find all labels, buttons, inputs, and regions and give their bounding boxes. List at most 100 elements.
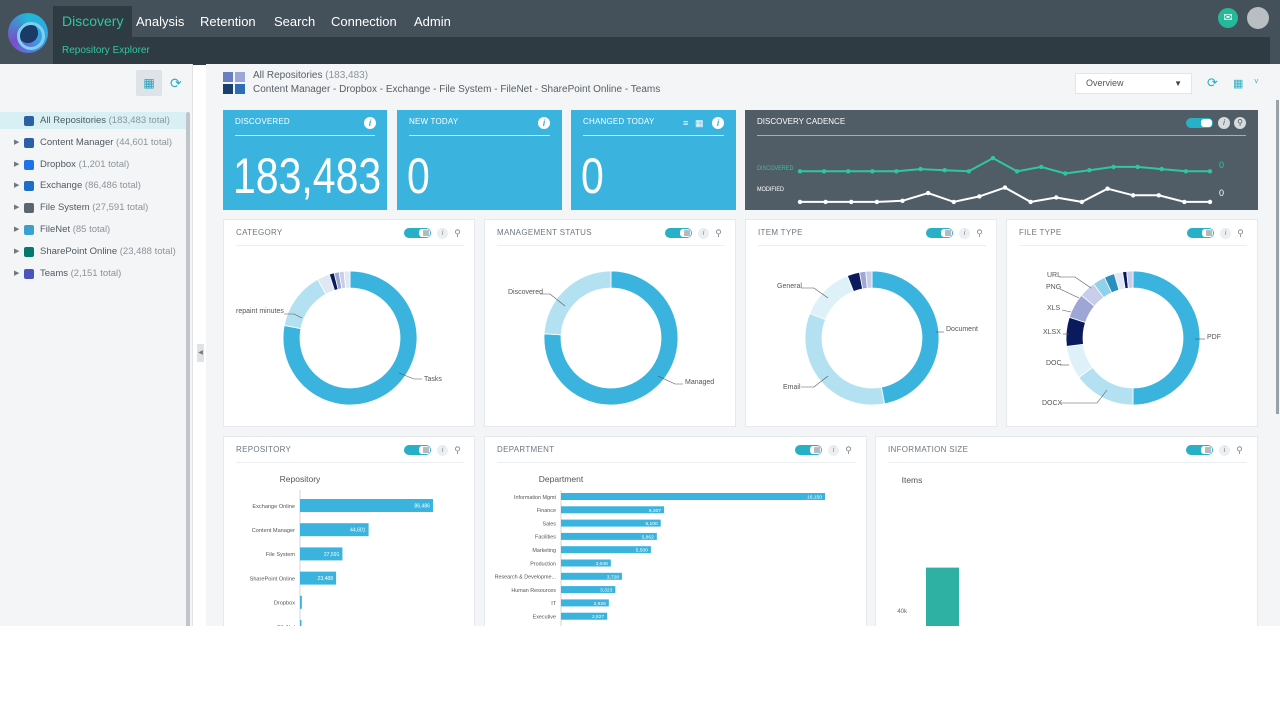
- info-icon[interactable]: i: [712, 117, 724, 129]
- view-toggle[interactable]: [795, 445, 822, 455]
- tree-item[interactable]: ▶ Content Manager (44,601 total): [0, 134, 186, 151]
- chat-icon[interactable]: ✉: [1218, 8, 1238, 28]
- category-label: SharePoint Online: [250, 576, 295, 582]
- divider: [236, 462, 464, 463]
- app-logo-icon[interactable]: [8, 13, 48, 53]
- slice-label: repaint minutes: [236, 308, 284, 315]
- tree-item[interactable]: ▶ Dropbox (1,201 total): [0, 156, 186, 173]
- search-icon[interactable]: ⚲: [715, 228, 722, 238]
- view-toggle[interactable]: [404, 228, 431, 238]
- search-icon[interactable]: ⚲: [976, 228, 983, 238]
- search-icon[interactable]: ⚲: [1236, 445, 1243, 455]
- info-icon[interactable]: i: [538, 117, 550, 129]
- data-label: 2,827: [592, 614, 605, 620]
- search-icon[interactable]: ⚲: [454, 445, 461, 455]
- sparkline-point: [951, 199, 956, 205]
- category-label: Research & Developme...: [495, 575, 556, 581]
- info-icon[interactable]: i: [437, 445, 448, 456]
- sparkline-point: [990, 155, 996, 161]
- grid-view-icon[interactable]: ▦: [1204, 445, 1212, 454]
- tree-item[interactable]: ▶ Teams (2,151 total): [0, 265, 186, 282]
- chart-title: Items: [902, 475, 923, 485]
- tile-changed-today-value: 0: [581, 148, 604, 204]
- avatar[interactable]: [1247, 7, 1269, 29]
- info-icon[interactable]: i: [1220, 228, 1231, 239]
- dropbox-icon: [24, 159, 34, 170]
- sparkline-point: [900, 198, 905, 203]
- search-icon[interactable]: ⚲: [845, 445, 852, 455]
- grid-view-icon[interactable]: ▦: [944, 228, 952, 237]
- nav-search[interactable]: Search: [274, 14, 316, 29]
- grid-view-icon[interactable]: ▦: [1205, 228, 1213, 237]
- layout-grid-icon[interactable]: ▦: [1233, 78, 1244, 90]
- nav-admin[interactable]: Admin: [414, 14, 451, 29]
- nav-connection[interactable]: Connection: [331, 14, 397, 29]
- list-view-icon[interactable]: ≡: [683, 118, 689, 128]
- search-icon[interactable]: ⚲: [1234, 117, 1246, 129]
- bar: [300, 499, 433, 512]
- tree-item[interactable]: All Repositories (183,483 total): [0, 112, 186, 129]
- info-icon[interactable]: i: [698, 228, 709, 239]
- view-toggle[interactable]: [665, 228, 692, 238]
- view-toggle[interactable]: [1186, 118, 1213, 128]
- chevron-right-icon[interactable]: ▶: [14, 138, 20, 146]
- tree-item[interactable]: ▶ File System (27,591 total): [0, 199, 186, 216]
- tree-item[interactable]: ▶ FileNet (85 total): [0, 221, 186, 238]
- grid-view-icon[interactable]: ▦: [422, 445, 430, 454]
- bar: [300, 547, 343, 561]
- tree-view-toggle-icon[interactable]: ▦: [136, 70, 162, 96]
- card-title: DEPARTMENT: [497, 445, 555, 454]
- nav-discovery[interactable]: Discovery: [53, 6, 133, 37]
- panel-collapse-handle-icon[interactable]: ◀: [197, 344, 204, 362]
- info-icon[interactable]: i: [1218, 117, 1230, 129]
- view-toggle[interactable]: [1187, 228, 1214, 238]
- tree-item-label: Exchange (86,486 total): [40, 177, 141, 194]
- search-icon[interactable]: ⚲: [1237, 228, 1244, 238]
- tile-discovered[interactable]: DISCOVERED i 183,483: [223, 110, 387, 210]
- info-icon[interactable]: i: [364, 117, 376, 129]
- donut-slice: [1078, 366, 1134, 406]
- grid-view-icon[interactable]: ▦: [683, 228, 691, 237]
- info-icon[interactable]: i: [959, 228, 970, 239]
- chevron-right-icon[interactable]: ▶: [14, 182, 20, 190]
- info-icon[interactable]: i: [828, 445, 839, 456]
- tree-item[interactable]: ▶ Exchange (86,486 total): [0, 177, 186, 194]
- subnav-repository-explorer[interactable]: Repository Explorer: [62, 45, 150, 56]
- tile-changed-today[interactable]: CHANGED TODAY ≡ ▦ i 0: [571, 110, 736, 210]
- search-icon[interactable]: ⚲: [454, 228, 461, 238]
- chart-title: Repository: [280, 474, 321, 484]
- main-vertical-scrollbar[interactable]: [1276, 100, 1279, 414]
- view-toggle[interactable]: [1186, 445, 1213, 455]
- chevron-right-icon[interactable]: ▶: [14, 160, 20, 168]
- info-icon[interactable]: i: [437, 228, 448, 239]
- chevron-right-icon[interactable]: ▶: [14, 247, 20, 255]
- tree-item-count: (44,601 total): [116, 136, 173, 148]
- chevron-right-icon[interactable]: ▶: [14, 226, 20, 233]
- grid-view-icon[interactable]: ▦: [422, 228, 430, 237]
- view-toggle[interactable]: [404, 445, 431, 455]
- tree-refresh-icon[interactable]: ⟳: [170, 75, 182, 91]
- leader-line: [398, 372, 422, 380]
- card-title: MANAGEMENT STATUS: [497, 228, 592, 237]
- category-label: Dropbox: [274, 601, 295, 607]
- nav-analysis[interactable]: Analysis: [136, 14, 185, 29]
- tree-item-label: FileNet (85 total): [40, 221, 110, 238]
- sparkline-point: [918, 166, 923, 172]
- chevron-right-icon[interactable]: ▶: [14, 269, 20, 277]
- grid-view-icon[interactable]: ▦: [695, 118, 704, 128]
- discovery-cadence-panel[interactable]: DISCOVERY CADENCE i ⚲ DISCOVERED MODIFIE…: [745, 110, 1258, 210]
- view-select[interactable]: Overview ▼: [1075, 73, 1192, 94]
- data-label: 3,728: [607, 574, 620, 580]
- info-icon[interactable]: i: [1219, 445, 1230, 456]
- tree-item-label: Teams (2,151 total): [40, 265, 121, 282]
- sparkline-point: [1207, 169, 1213, 174]
- layout-chevron-down-icon[interactable]: ˅: [1254, 77, 1259, 86]
- tree-vertical-scrollbar[interactable]: [186, 112, 190, 630]
- dashboard-refresh-icon[interactable]: ⟳: [1207, 75, 1218, 90]
- grid-view-icon[interactable]: ▦: [813, 445, 821, 454]
- view-toggle[interactable]: [926, 228, 953, 238]
- tree-item[interactable]: ▶ SharePoint Online (23,488 total): [0, 243, 186, 260]
- nav-retention[interactable]: Retention: [200, 14, 256, 29]
- chevron-right-icon[interactable]: ▶: [14, 204, 20, 212]
- tile-new-today[interactable]: NEW TODAY i 0: [397, 110, 562, 210]
